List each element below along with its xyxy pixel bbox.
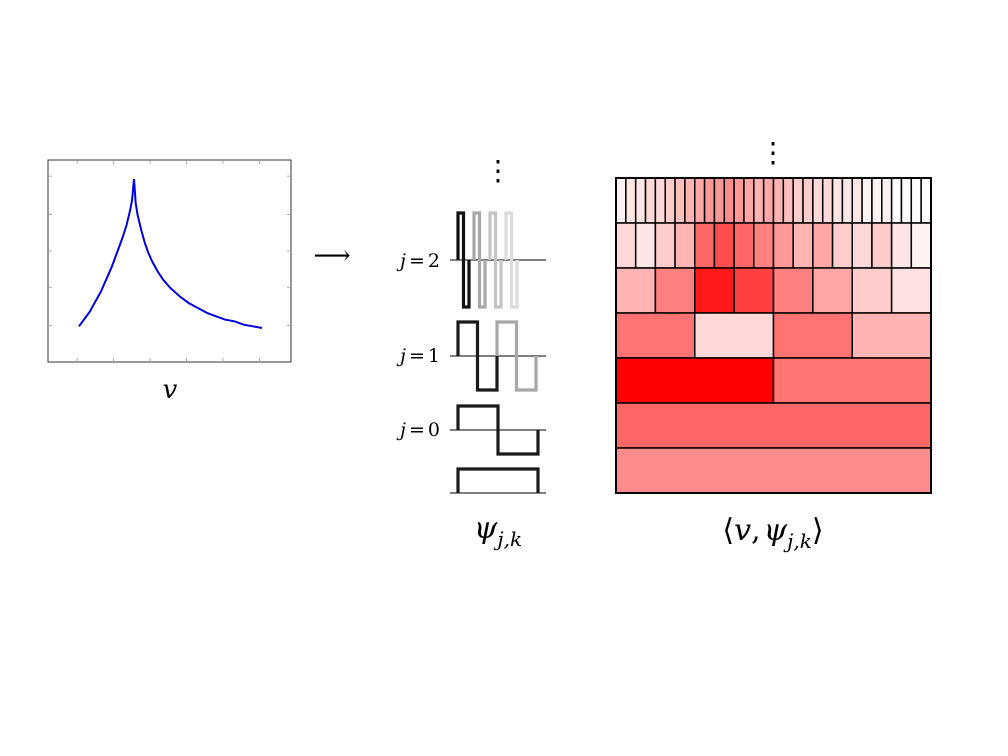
wavelet-j1-k0: [456, 320, 499, 392]
coef-cell-r0-c12: [733, 177, 745, 224]
signal-curve: [78, 179, 263, 329]
coef-cell-r2-c1: [654, 267, 696, 314]
coef-cell-r0-c7: [684, 177, 696, 224]
signal-plot: v: [47, 159, 292, 405]
wavelet-j2-k2: [488, 211, 503, 309]
coef-cell-r0-c29: [900, 177, 913, 224]
coef-cell-r0-c4: [654, 177, 666, 224]
coef-cell-r0-c10: [713, 177, 726, 224]
coef-cell-r2-c3: [733, 267, 775, 314]
coef-cell-r1-c6: [733, 222, 755, 269]
wavelet-j0-k0: [456, 404, 540, 456]
coef-cell-r0-c20: [812, 177, 824, 224]
coef-cell-r0-c17: [782, 177, 794, 224]
level-label-1: j = 1: [396, 345, 440, 367]
coef-cell-r0-c16: [772, 177, 785, 224]
coef-cell-r0-c28: [890, 177, 903, 224]
coef-cell-r0-c6: [674, 177, 686, 224]
coef-cell-r0-c27: [881, 177, 893, 224]
level-label-0: j = 0: [396, 419, 440, 441]
coef-cell-r1-c3: [674, 222, 696, 269]
coefficient-caption: ⟨v, ψj,k⟩: [722, 513, 823, 553]
coefficient-grid: ⋮ ⟨v, ψj,k⟩: [615, 136, 932, 553]
coef-cell-r0-c3: [644, 177, 657, 224]
coef-cell-r2-c6: [851, 267, 893, 314]
coef-cell-r3-c3: [851, 312, 932, 359]
coef-cell-r1-c4: [694, 222, 716, 269]
coef-cell-r5-c0: [615, 402, 932, 449]
signal-caption: v: [163, 375, 178, 405]
coef-cell-r3-c1: [694, 312, 775, 359]
coef-cell-r0-c14: [753, 177, 765, 224]
coef-cell-r1-c12: [851, 222, 873, 269]
coef-cell-r0-c5: [664, 177, 676, 224]
coef-cell-r0-c0: [615, 177, 627, 224]
transform-arrow: ⟶: [313, 241, 350, 271]
coef-cell-r0-c22: [831, 177, 844, 224]
coef-cell-r0-c19: [802, 177, 814, 224]
coef-cell-r0-c18: [792, 177, 804, 224]
coef-cell-r0-c30: [910, 177, 922, 224]
wavelet-caption: ψj,k: [474, 511, 522, 551]
coef-cell-r0-c1: [625, 177, 637, 224]
coef-cell-r0-c25: [861, 177, 873, 224]
coef-cell-r0-c15: [762, 177, 775, 224]
coefficient-grid-border: [615, 177, 932, 494]
coef-cell-r1-c9: [792, 222, 814, 269]
wavelet-j2-k0: [456, 211, 471, 309]
coef-cell-r2-c4: [772, 267, 814, 314]
coef-cell-r2-c5: [812, 267, 854, 314]
coef-cell-r6-c0: [615, 447, 932, 494]
coef-cell-r2-c7: [890, 267, 932, 314]
wavelet-more-levels: ⋮: [484, 154, 512, 187]
coef-cell-r1-c15: [910, 222, 932, 269]
coef-cell-r0-c21: [821, 177, 834, 224]
coef-cell-r4-c1: [772, 357, 932, 404]
coef-cell-r1-c10: [812, 222, 834, 269]
coef-cell-r1-c5: [713, 222, 735, 269]
coef-cell-r1-c1: [634, 222, 657, 269]
coef-cell-r0-c23: [841, 177, 853, 224]
coef-cell-r2-c0: [615, 267, 657, 314]
coef-cell-r0-c8: [694, 177, 706, 224]
wavelet-shapes: [450, 211, 546, 494]
coefficient-more-levels: ⋮: [759, 136, 787, 169]
coef-cell-r2-c2: [694, 267, 735, 314]
coef-cell-r1-c7: [753, 222, 775, 269]
scaling-function: [456, 467, 540, 493]
coef-cell-r0-c2: [634, 177, 647, 224]
coef-cell-r0-c31: [920, 177, 932, 224]
signal-plot-frame: [47, 159, 292, 363]
coef-cell-r0-c26: [871, 177, 883, 224]
coef-cell-r1-c13: [871, 222, 893, 269]
coef-cell-r3-c2: [772, 312, 853, 359]
coef-cell-r1-c8: [772, 222, 794, 269]
wavelet-j2-k3: [504, 211, 519, 309]
coef-cell-r4-c0: [615, 357, 775, 404]
coef-cell-r1-c11: [831, 222, 853, 269]
coef-cell-r1-c0: [615, 222, 637, 269]
signal-plot-ticks: [48, 160, 291, 362]
coef-cell-r1-c2: [654, 222, 676, 269]
level-label-2: j = 2: [396, 250, 440, 272]
coef-cell-r0-c24: [851, 177, 863, 224]
wavelet-j2-k1: [472, 211, 487, 309]
coef-cell-r0-c13: [743, 177, 755, 224]
coef-cell-r3-c0: [615, 312, 696, 359]
coef-cell-r0-c9: [703, 177, 716, 224]
coefficient-cells: [615, 177, 932, 494]
coef-cell-r0-c11: [723, 177, 735, 224]
wavelet-j1-k1: [495, 320, 538, 392]
wavelet-basis: ⋮ j = 2 j = 1 j = 0 ψj,k: [396, 154, 546, 551]
coef-cell-r1-c14: [890, 222, 913, 269]
